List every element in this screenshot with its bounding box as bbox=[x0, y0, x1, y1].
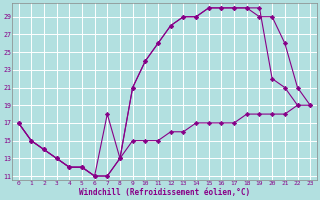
X-axis label: Windchill (Refroidissement éolien,°C): Windchill (Refroidissement éolien,°C) bbox=[79, 188, 250, 197]
